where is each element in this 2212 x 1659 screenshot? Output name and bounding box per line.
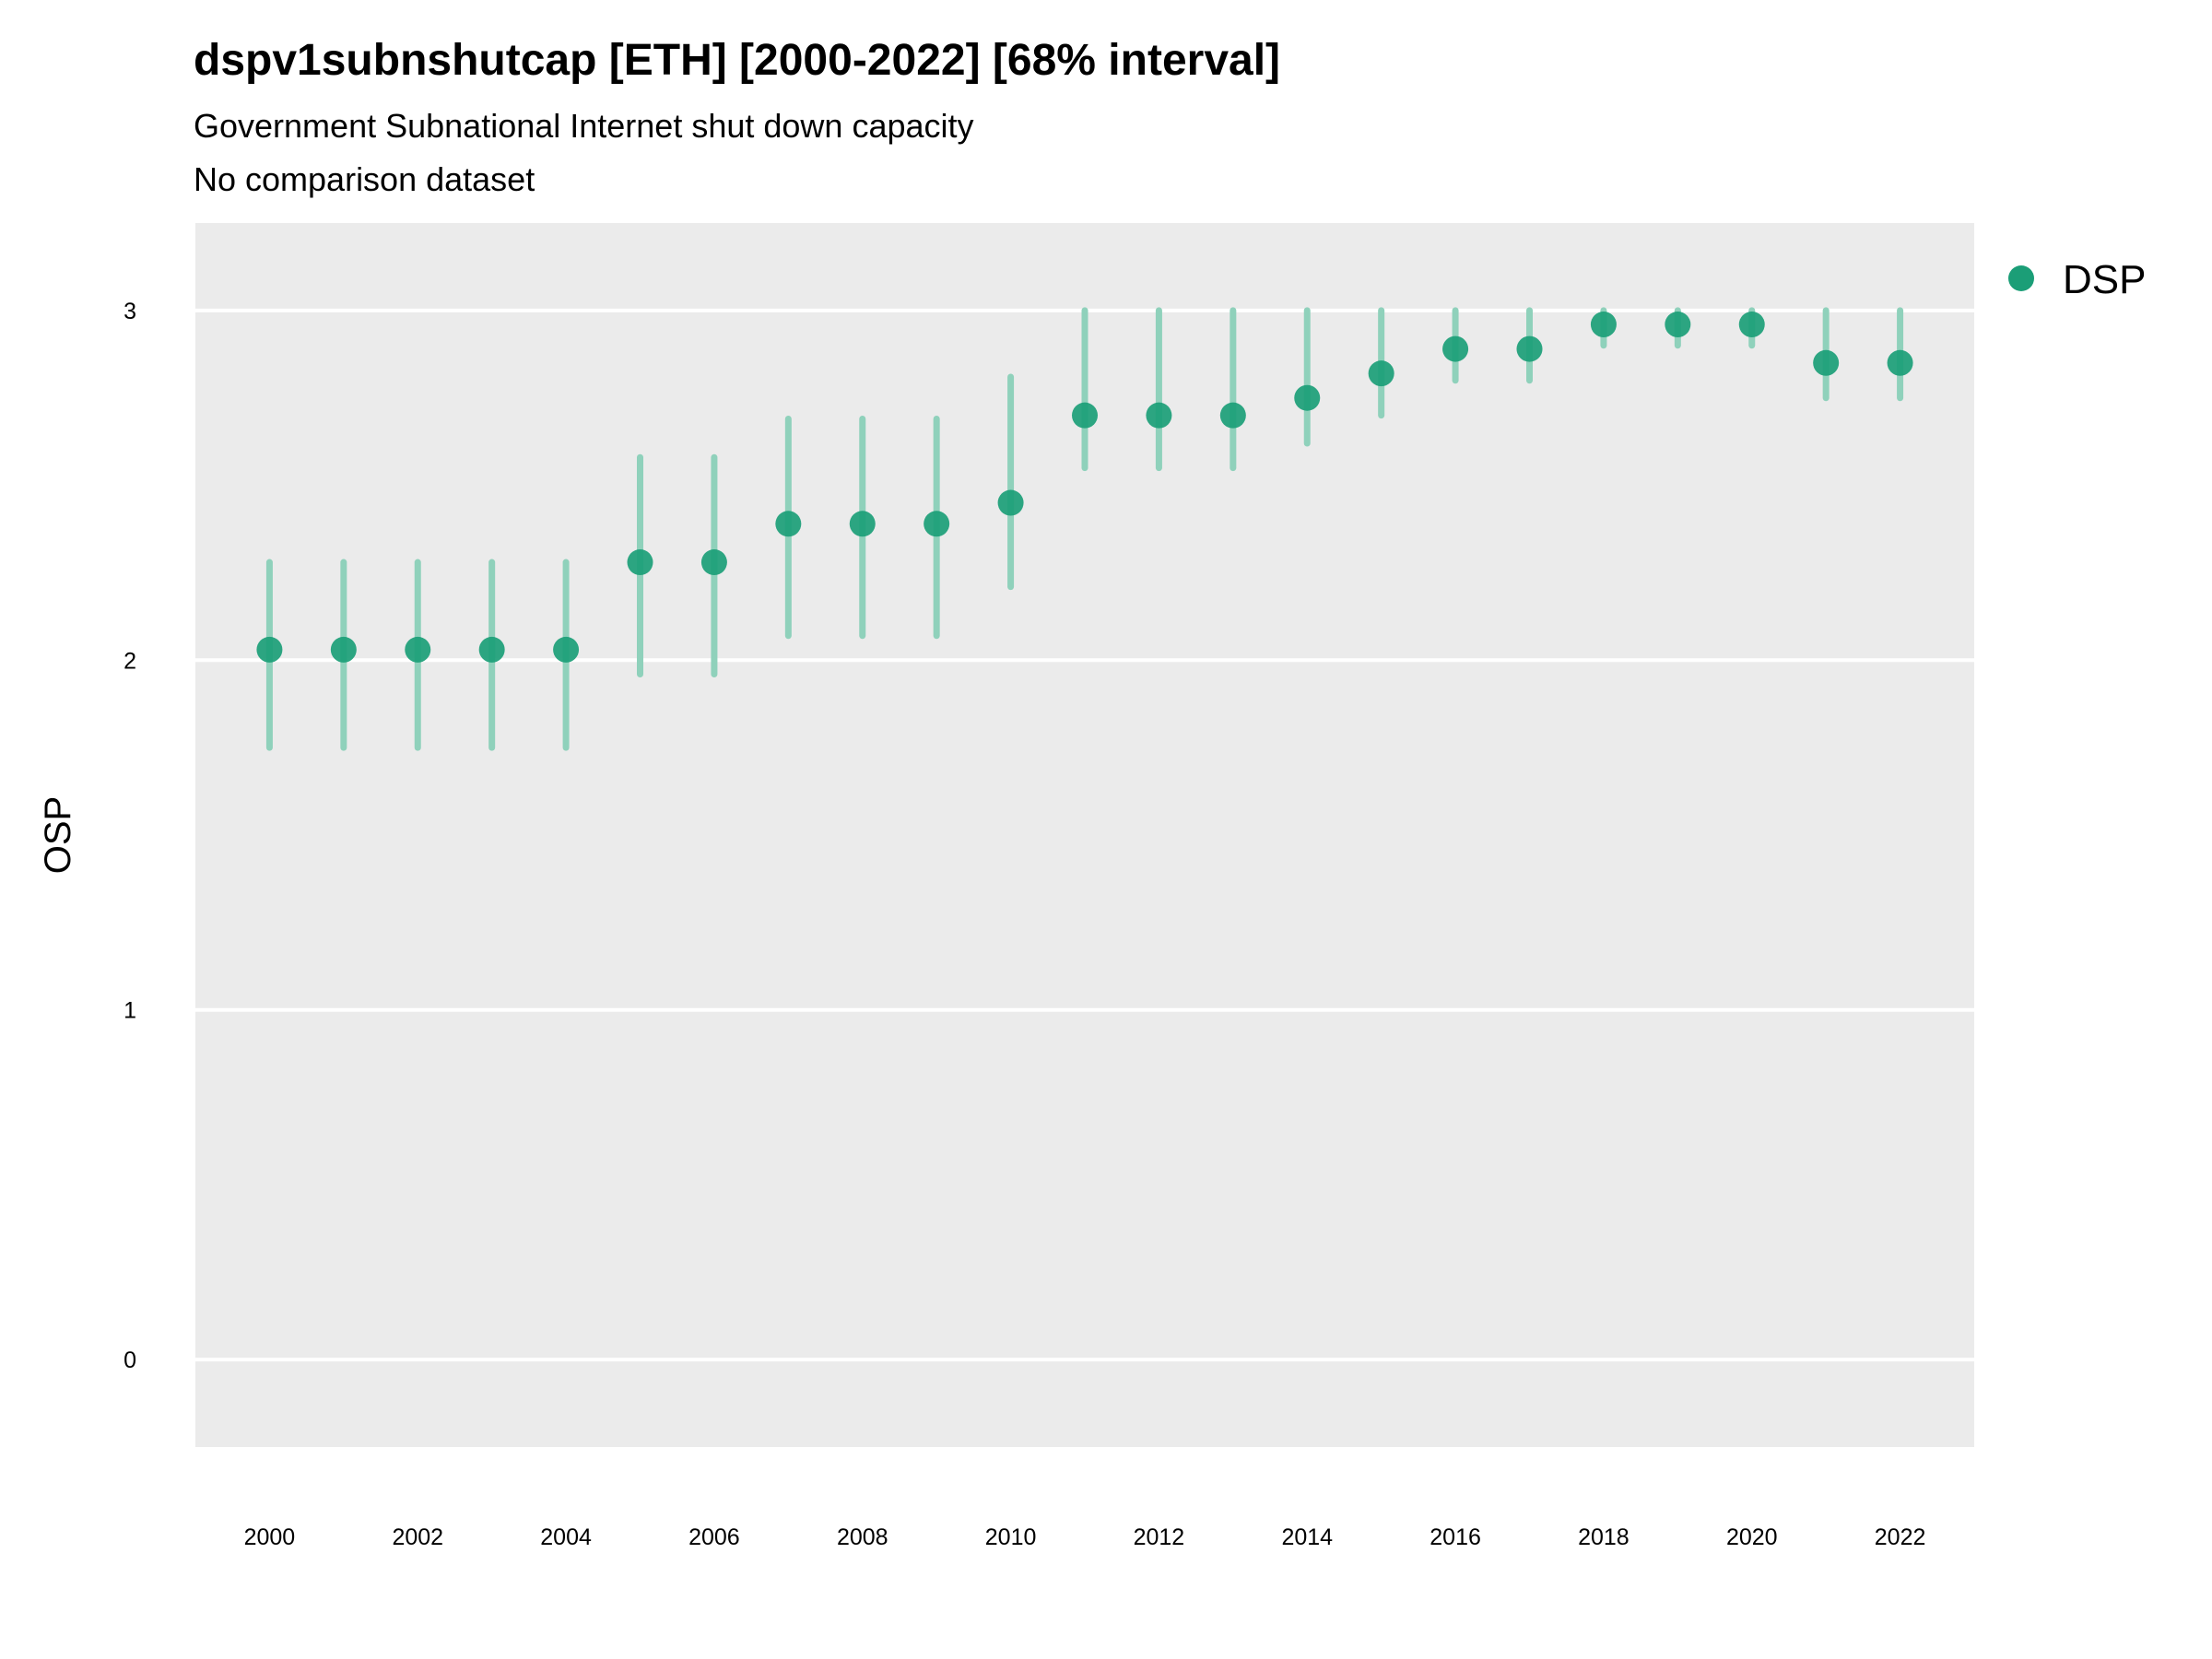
chart-subtitle: Government Subnational Internet shut dow… [194, 107, 974, 145]
data-point-2022 [1887, 349, 1913, 376]
chart-title: dspv1subnshutcap [ETH] [2000-2022] [68% … [194, 36, 1281, 85]
x-tick-label: 2016 [1430, 1524, 1481, 1550]
x-tick-label: 2004 [540, 1524, 592, 1550]
legend-label-dsp: DSP [2063, 257, 2146, 302]
x-axis-ticks: 2000 2002 2004 2006 2008 2010 2012 2014 2016 2018… [244, 1524, 1926, 1550]
x-tick-label: 2006 [688, 1524, 740, 1550]
x-tick-label: 2022 [1875, 1524, 1926, 1550]
data-point-2010 [997, 489, 1024, 516]
data-point-2011 [1072, 402, 1098, 429]
x-tick-label: 2018 [1578, 1524, 1630, 1550]
data-point-2017 [1516, 335, 1543, 362]
data-point-2019 [1665, 312, 1691, 338]
data-point-2001 [330, 636, 357, 663]
data-point-2014 [1294, 384, 1321, 411]
y-tick-label: 3 [124, 299, 136, 324]
data-point-2021 [1813, 349, 1840, 376]
data-point-2013 [1219, 402, 1246, 429]
y-tick-label: 1 [124, 998, 136, 1024]
data-point-2020 [1738, 312, 1765, 338]
data-point-2005 [627, 549, 653, 576]
x-tick-label: 2000 [244, 1524, 296, 1550]
y-axis-ticks: 0 1 2 3 [124, 299, 136, 1373]
y-axis-label: OSP [38, 796, 78, 874]
data-point-2018 [1590, 312, 1617, 338]
data-point-2006 [700, 549, 727, 576]
data-point-2008 [849, 511, 876, 537]
data-point-2012 [1146, 402, 1172, 429]
data-point-2002 [405, 636, 431, 663]
x-tick-label: 2014 [1281, 1524, 1333, 1550]
x-tick-label: 2012 [1134, 1524, 1185, 1550]
legend-swatch-dsp [2008, 265, 2034, 291]
chart-caption: No comparison dataset [194, 160, 535, 198]
x-tick-label: 2010 [985, 1524, 1037, 1550]
data-point-2016 [1442, 335, 1469, 362]
x-tick-label: 2002 [392, 1524, 443, 1550]
data-point-2003 [478, 636, 505, 663]
data-point-2000 [256, 636, 283, 663]
y-tick-label: 0 [124, 1347, 136, 1373]
x-tick-label: 2008 [837, 1524, 888, 1550]
data-point-2004 [553, 636, 580, 663]
data-point-2009 [924, 511, 950, 537]
data-point-2015 [1368, 360, 1394, 387]
legend[interactable]: DSP [2008, 257, 2146, 302]
y-tick-label: 2 [124, 648, 136, 674]
data-point-2007 [775, 511, 802, 537]
x-tick-label: 2020 [1726, 1524, 1778, 1550]
data-points [256, 312, 1913, 663]
